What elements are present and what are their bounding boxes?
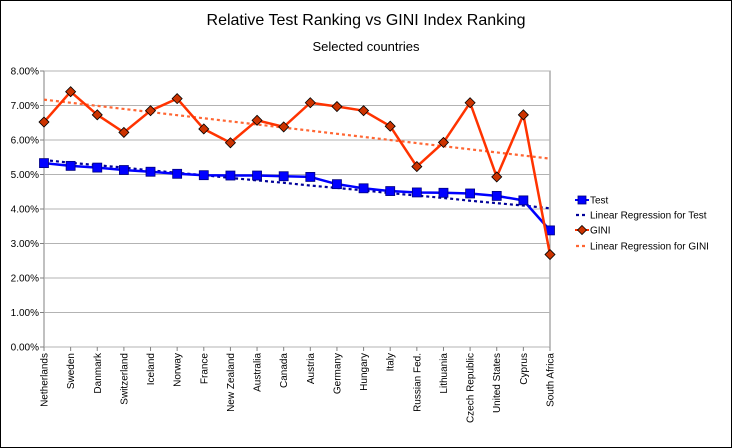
- data-point: [358, 183, 369, 194]
- x-tick-label: Austria: [306, 353, 317, 385]
- data-point: [385, 186, 396, 196]
- x-tick-label: South Africa: [546, 353, 557, 407]
- x-tick-label: Germany: [332, 353, 343, 394]
- y-axis-ticks: 0.00% 1.00% 2.00% 3.00% 4.00% 5.00% 6.00% 7.00%…: [11, 67, 44, 354]
- data-point: [65, 86, 77, 98]
- data-point: [39, 158, 49, 169]
- series-group: [38, 86, 556, 261]
- data-point: [438, 187, 449, 198]
- y-tick-label: 5.00%: [11, 170, 39, 181]
- data-point: [171, 93, 183, 105]
- x-tick-label: Italy: [386, 353, 397, 371]
- x-tick-label: Hungary: [359, 353, 370, 391]
- x-tick-label: Sweden: [66, 353, 77, 389]
- data-point: [517, 109, 529, 121]
- x-tick-label: Norway: [173, 353, 184, 387]
- data-point: [305, 172, 316, 182]
- y-tick-label: 0.00%: [11, 343, 39, 354]
- y-tick-label: 3.00%: [11, 239, 39, 250]
- y-tick-label: 4.00%: [11, 205, 39, 216]
- chart-subtitle: Selected countries: [313, 39, 420, 54]
- data-point: [252, 170, 262, 181]
- x-tick-label: Canada: [279, 353, 290, 388]
- data-point: [411, 187, 422, 198]
- data-point: [198, 170, 209, 181]
- data-point: [491, 171, 503, 183]
- chart-title: Relative Test Ranking vs GINI Index Rank…: [207, 12, 526, 29]
- legend-label: Test: [590, 196, 609, 207]
- x-tick-label: Switzerland: [119, 353, 130, 405]
- data-point: [491, 190, 502, 201]
- data-point: [65, 160, 76, 171]
- data-point: [278, 121, 290, 133]
- data-point: [384, 120, 396, 132]
- gridlines: [44, 70, 550, 348]
- data-point: [225, 170, 236, 181]
- data-point: [465, 188, 476, 199]
- x-axis-ticks: Netherlands Sweden Danmark Switzerland Icela…: [40, 347, 557, 423]
- data-point: [172, 168, 183, 179]
- legend-label: Linear Regression for Test: [590, 211, 707, 222]
- x-tick-label: Czech Republic: [466, 353, 477, 423]
- data-point: [544, 248, 556, 261]
- x-tick-label: Iceland: [146, 353, 157, 385]
- data-point: [118, 165, 129, 175]
- x-tick-label: Lithuania: [439, 353, 450, 394]
- data-point: [331, 100, 343, 113]
- data-point: [332, 179, 342, 190]
- legend-label: GINI: [590, 226, 611, 237]
- data-point: [251, 114, 263, 126]
- data-point: [145, 166, 156, 177]
- y-tick-label: 1.00%: [11, 308, 39, 319]
- data-point: [464, 97, 476, 109]
- x-tick-label: Cyprus: [519, 353, 530, 385]
- data-point: [118, 126, 130, 138]
- x-tick-label: Netherlands: [40, 353, 51, 407]
- data-point: [144, 105, 157, 117]
- data-point: [518, 195, 529, 206]
- data-point: [358, 105, 370, 117]
- series-line: [43, 98, 551, 160]
- y-tick-label: 6.00%: [11, 136, 39, 147]
- y-tick-label: 2.00%: [11, 274, 39, 285]
- x-tick-label: Danmark: [93, 352, 104, 394]
- legend-marker: [577, 195, 587, 205]
- data-point: [92, 162, 103, 173]
- x-tick-label: New Zealand: [226, 353, 237, 412]
- legend-label: Linear Regression for GINI: [590, 242, 709, 253]
- x-tick-label: United States: [492, 353, 503, 413]
- data-point: [91, 109, 103, 121]
- data-point: [198, 123, 210, 135]
- data-point: [38, 116, 50, 128]
- x-tick-label: Russian Fed.: [412, 353, 423, 412]
- x-tick-label: France: [199, 353, 210, 385]
- data-point: [437, 136, 450, 148]
- data-point: [224, 137, 236, 149]
- legend: Test Linear Regression for Test GINI Linear…: [575, 196, 709, 253]
- data-point: [411, 160, 423, 173]
- y-tick-label: 8.00%: [11, 67, 39, 78]
- series-line: [43, 90, 552, 255]
- x-tick-label: Australia: [253, 353, 264, 392]
- data-point: [278, 171, 289, 182]
- data-point: [304, 97, 316, 109]
- y-tick-label: 7.00%: [11, 101, 39, 112]
- legend-marker: [576, 224, 588, 236]
